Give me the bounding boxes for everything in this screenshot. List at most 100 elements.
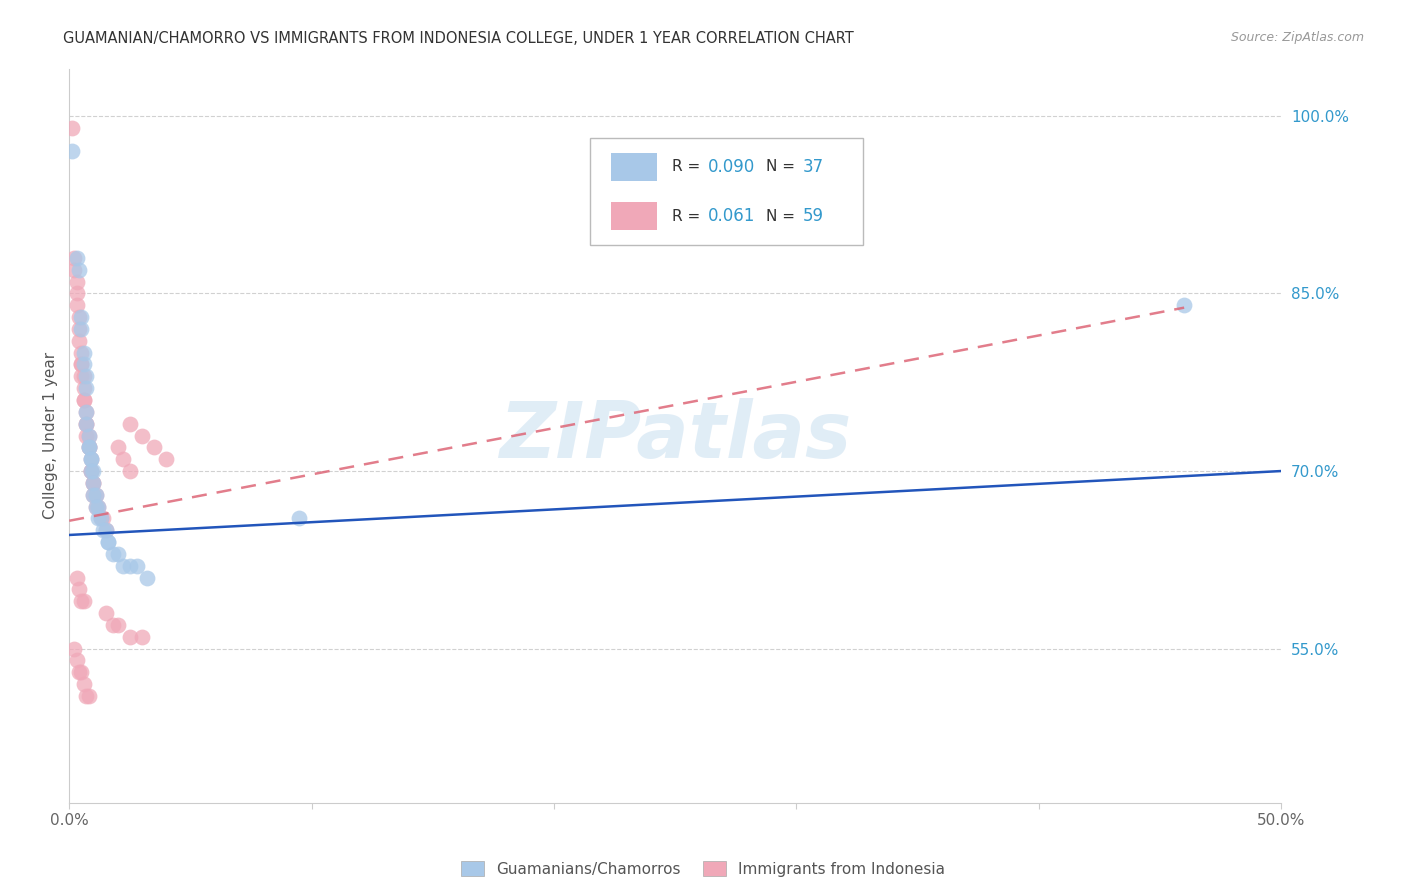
Text: 0.090: 0.090 (707, 158, 755, 176)
Point (70, 310, 93, 325)
Point (75, 405, 97, 419)
Point (77, 689, 100, 703)
Point (101, 618, 124, 632)
Point (70, 594, 93, 608)
Point (94, 523, 117, 537)
Point (77, 428, 100, 442)
Point (75, 417, 97, 431)
Point (82, 475, 104, 490)
Point (118, 417, 141, 431)
Point (118, 558, 141, 573)
Point (67, 310, 90, 325)
Point (65, 571, 87, 585)
Point (84, 500, 107, 514)
Point (80, 464, 103, 478)
Point (77, 441, 100, 455)
FancyBboxPatch shape (612, 202, 657, 230)
Point (67, 334, 90, 348)
Y-axis label: College, Under 1 year: College, Under 1 year (44, 352, 58, 519)
Point (73, 392, 96, 407)
Point (143, 441, 166, 455)
Point (77, 428, 100, 442)
Point (87, 500, 110, 514)
Point (127, 558, 149, 573)
Point (73, 381, 96, 395)
Point (65, 286, 87, 301)
Point (73, 358, 96, 372)
Point (77, 441, 100, 455)
Point (75, 381, 97, 395)
Point (155, 452, 177, 467)
Point (67, 665, 90, 680)
Point (82, 475, 104, 490)
Point (84, 488, 107, 502)
Point (80, 452, 103, 467)
Point (65, 653, 87, 667)
FancyBboxPatch shape (591, 138, 863, 244)
Point (131, 630, 153, 644)
Point (63, 262, 86, 277)
Point (65, 298, 87, 312)
Point (60, 145, 83, 159)
Point (70, 322, 93, 336)
Point (80, 452, 103, 467)
Point (75, 428, 97, 442)
Point (82, 475, 104, 490)
Point (67, 262, 90, 277)
Text: ZIPatlas: ZIPatlas (499, 398, 851, 474)
Point (107, 547, 129, 561)
Point (97, 535, 120, 549)
Text: Source: ZipAtlas.com: Source: ZipAtlas.com (1230, 31, 1364, 45)
Point (80, 452, 103, 467)
Point (82, 464, 104, 478)
Point (101, 547, 124, 561)
Text: 37: 37 (803, 158, 824, 176)
Point (73, 369, 96, 384)
Point (288, 511, 311, 525)
Text: 0.061: 0.061 (707, 207, 755, 226)
Point (73, 392, 96, 407)
Point (75, 417, 97, 431)
Text: 59: 59 (803, 207, 824, 226)
Point (94, 606, 117, 620)
Point (65, 251, 87, 265)
Point (107, 618, 129, 632)
Text: R =: R = (672, 209, 704, 224)
Point (63, 641, 86, 656)
Point (87, 511, 110, 525)
Point (70, 358, 93, 372)
Point (70, 369, 93, 384)
Point (70, 358, 93, 372)
Point (67, 582, 90, 597)
Point (1173, 298, 1195, 312)
Text: GUAMANIAN/CHAMORRO VS IMMIGRANTS FROM INDONESIA COLLEGE, UNDER 1 YEAR CORRELATIO: GUAMANIAN/CHAMORRO VS IMMIGRANTS FROM IN… (63, 31, 853, 46)
Text: N =: N = (766, 209, 800, 224)
Point (84, 488, 107, 502)
Point (73, 594, 96, 608)
Point (75, 689, 97, 703)
Point (91, 511, 114, 525)
Point (75, 405, 97, 419)
Point (135, 571, 157, 585)
Text: R =: R = (672, 159, 704, 174)
Point (118, 630, 141, 644)
Point (65, 275, 87, 289)
Point (91, 523, 114, 537)
Point (73, 345, 96, 359)
Point (75, 369, 97, 384)
Point (94, 523, 117, 537)
Point (67, 322, 90, 336)
FancyBboxPatch shape (612, 153, 657, 181)
Point (73, 677, 96, 691)
Point (80, 464, 103, 478)
Point (80, 464, 103, 478)
Point (70, 665, 93, 680)
Point (131, 428, 153, 442)
Text: N =: N = (766, 159, 800, 174)
Point (75, 417, 97, 431)
Point (90, 511, 112, 525)
Point (82, 488, 104, 502)
Point (111, 452, 134, 467)
Point (90, 511, 112, 525)
Point (77, 441, 100, 455)
